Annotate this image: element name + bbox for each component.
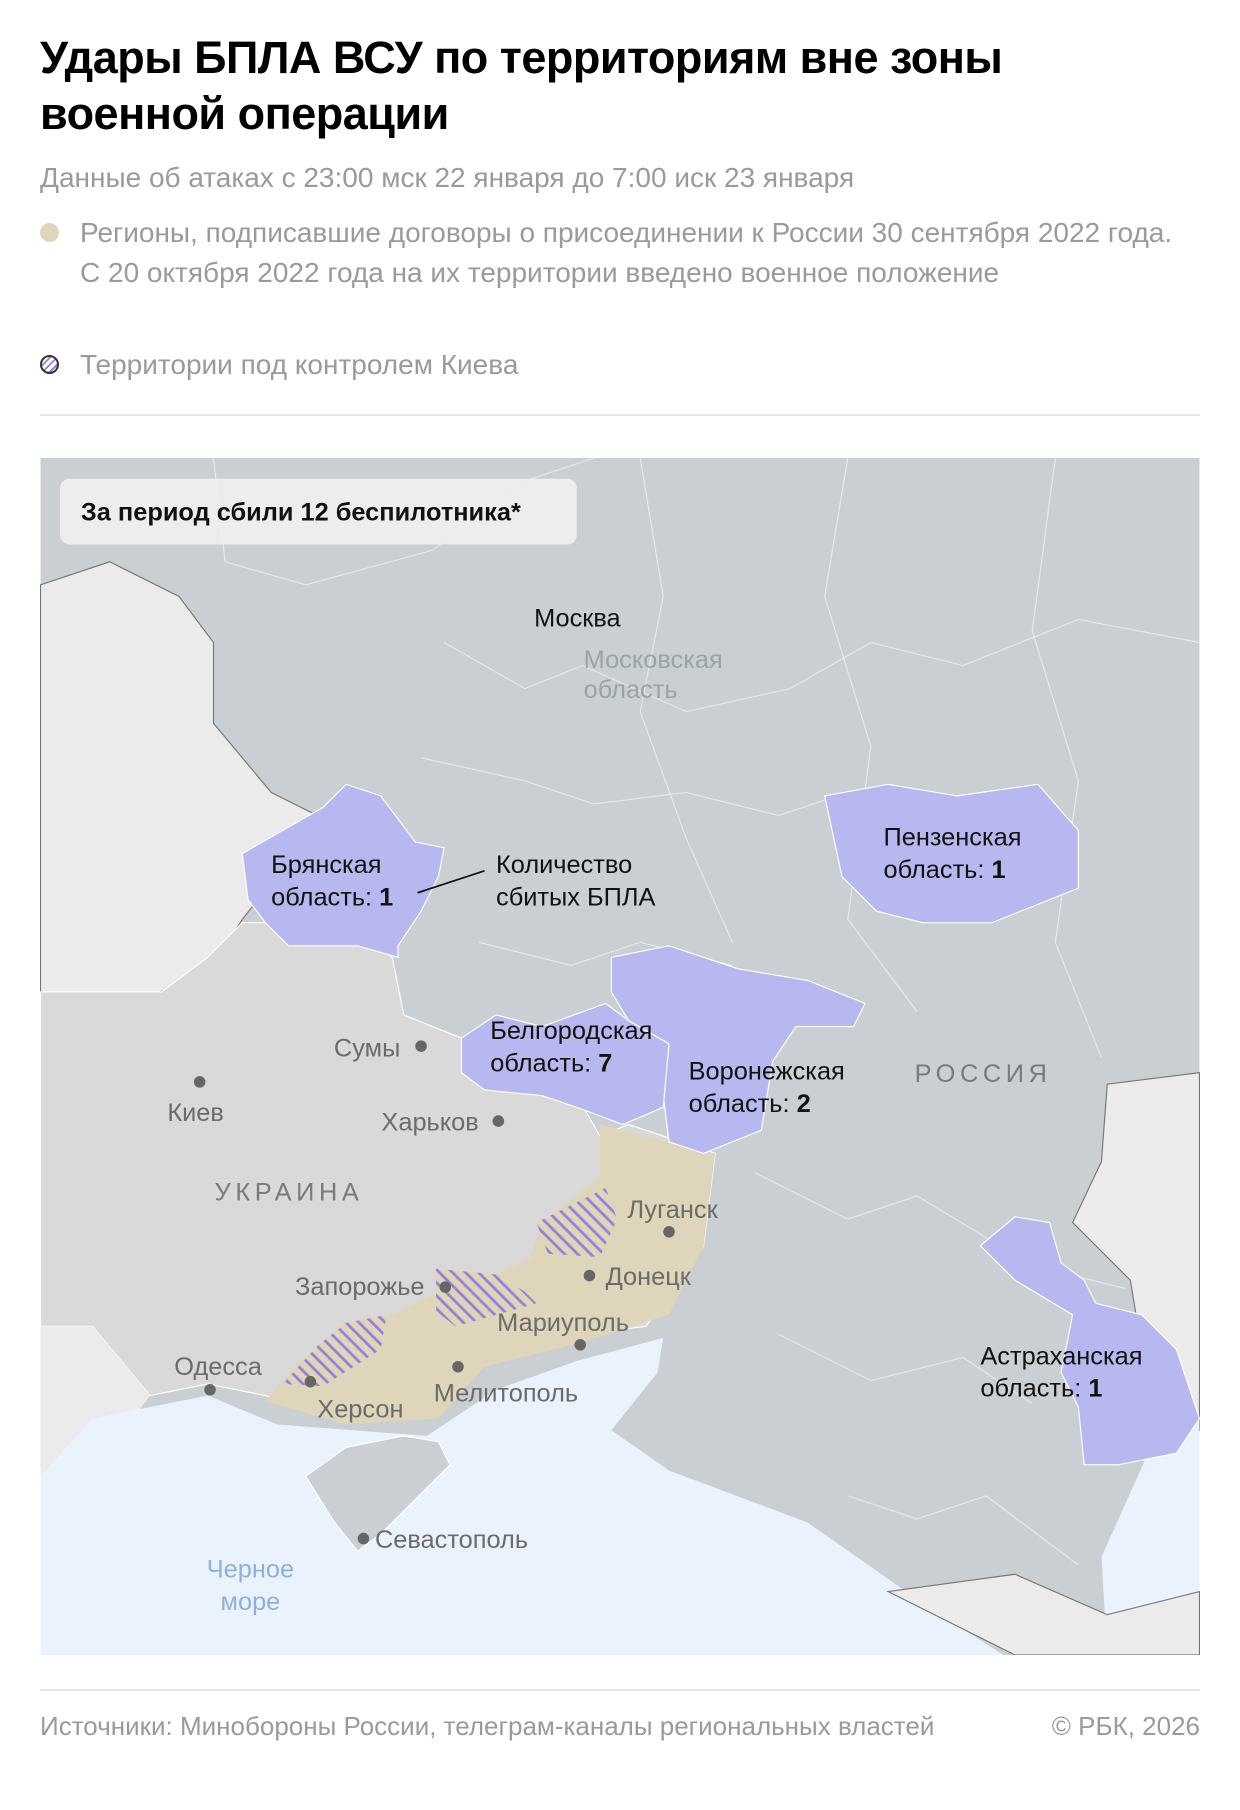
city-zaporozhye: Запорожье [295,1273,424,1301]
page-title: Удары БПЛА ВСУ по территориям вне зоны в… [40,32,1003,139]
moscow-oblast-label: Московская [584,646,723,674]
city-sevastopol: Севастополь [375,1526,528,1554]
caucasus-south-area [886,1573,1200,1655]
city-lugansk: Луганск [627,1196,718,1224]
city-kharkov: Харьков [381,1108,478,1136]
belgorod-region [460,1002,670,1126]
region-borders [212,458,1200,1566]
legend-item-kiev-control: Территории под контролем Киева [40,345,1190,385]
kiev-controlled-area [436,1268,537,1327]
kiev-controlled-area [282,1314,387,1387]
astrakhan-count: область: 1 [980,1375,1102,1403]
city-dot [452,1360,464,1373]
moscow-oblast-label: область [584,676,678,704]
subtitle: Данные об атаках с 23:00 мск 22 января д… [40,162,855,193]
city-odessa: Одесса [174,1353,262,1381]
copyright: © РБК, 2026 [1051,1711,1200,1741]
city-sumy: Сумы [334,1035,400,1063]
sources: Источники: Минобороны России, телеграм-к… [40,1711,935,1741]
bryansk-count: область: 1 [271,883,393,911]
city-dot [574,1339,586,1351]
annotation-label: Количество [496,851,632,879]
city-kiev: Киев [167,1099,224,1127]
belgorod-label: Белгородская [490,1017,652,1045]
hatched-circle-icon [40,355,59,374]
city-dot [663,1226,675,1238]
russia-label: РОССИЯ [915,1060,1052,1088]
city-dot [492,1115,505,1127]
annotation-label: сбитых БПЛА [496,883,655,911]
caspian-sea [1101,1418,1200,1655]
city-donetsk: Донецк [606,1263,692,1291]
penza-label: Пензенская [884,823,1022,851]
city-dot [439,1281,452,1293]
black-sea-label: море [221,1588,281,1616]
belgorod-count: область: 7 [490,1049,612,1077]
bryansk-region [241,783,445,959]
moscow-label: Москва [534,604,621,632]
city-dot [204,1384,216,1396]
astrakhan-label: Астраханская [980,1342,1142,1370]
bryansk-label: Брянская [271,851,381,879]
penza-count: область: 1 [884,856,1006,884]
ukraine-label: УКРАИНА [215,1179,364,1207]
divider [40,414,1200,416]
voronezh-label: Воронежская [689,1058,845,1086]
city-dot [357,1532,370,1545]
city-dot [193,1076,206,1088]
legend-label: Территории под контролем Киева [80,349,519,380]
legend-item-annexed: Регионы, подписавшие договоры о присоеди… [40,213,1190,293]
voronezh-count: область: 2 [689,1090,811,1118]
kiev-controlled-area [536,1187,618,1258]
crimea-area [304,1435,451,1553]
city-dot [415,1040,427,1052]
footer-divider [40,1689,1200,1691]
city-mariupol: Мариуполь [497,1309,629,1337]
astrakhan-region [979,1216,1200,1466]
city-dot [583,1269,596,1282]
legend-label: Регионы, подписавшие договоры о присоеди… [80,217,1173,288]
city-dot [304,1375,317,1388]
total-box-text: За период сбили 12 беспилотника* [81,498,521,526]
city-kherson: Херсон [317,1395,403,1423]
annotation-leader-line [417,870,485,894]
black-sea [40,1337,1004,1655]
beige-circle-icon [40,223,59,242]
city-melitopol: Мелитополь [434,1379,578,1407]
black-sea-label: Черное [207,1556,294,1584]
total-box [60,478,577,545]
map: За период сбили 12 беспилотника* Москва … [40,458,1200,1655]
penza-region [824,783,1079,924]
